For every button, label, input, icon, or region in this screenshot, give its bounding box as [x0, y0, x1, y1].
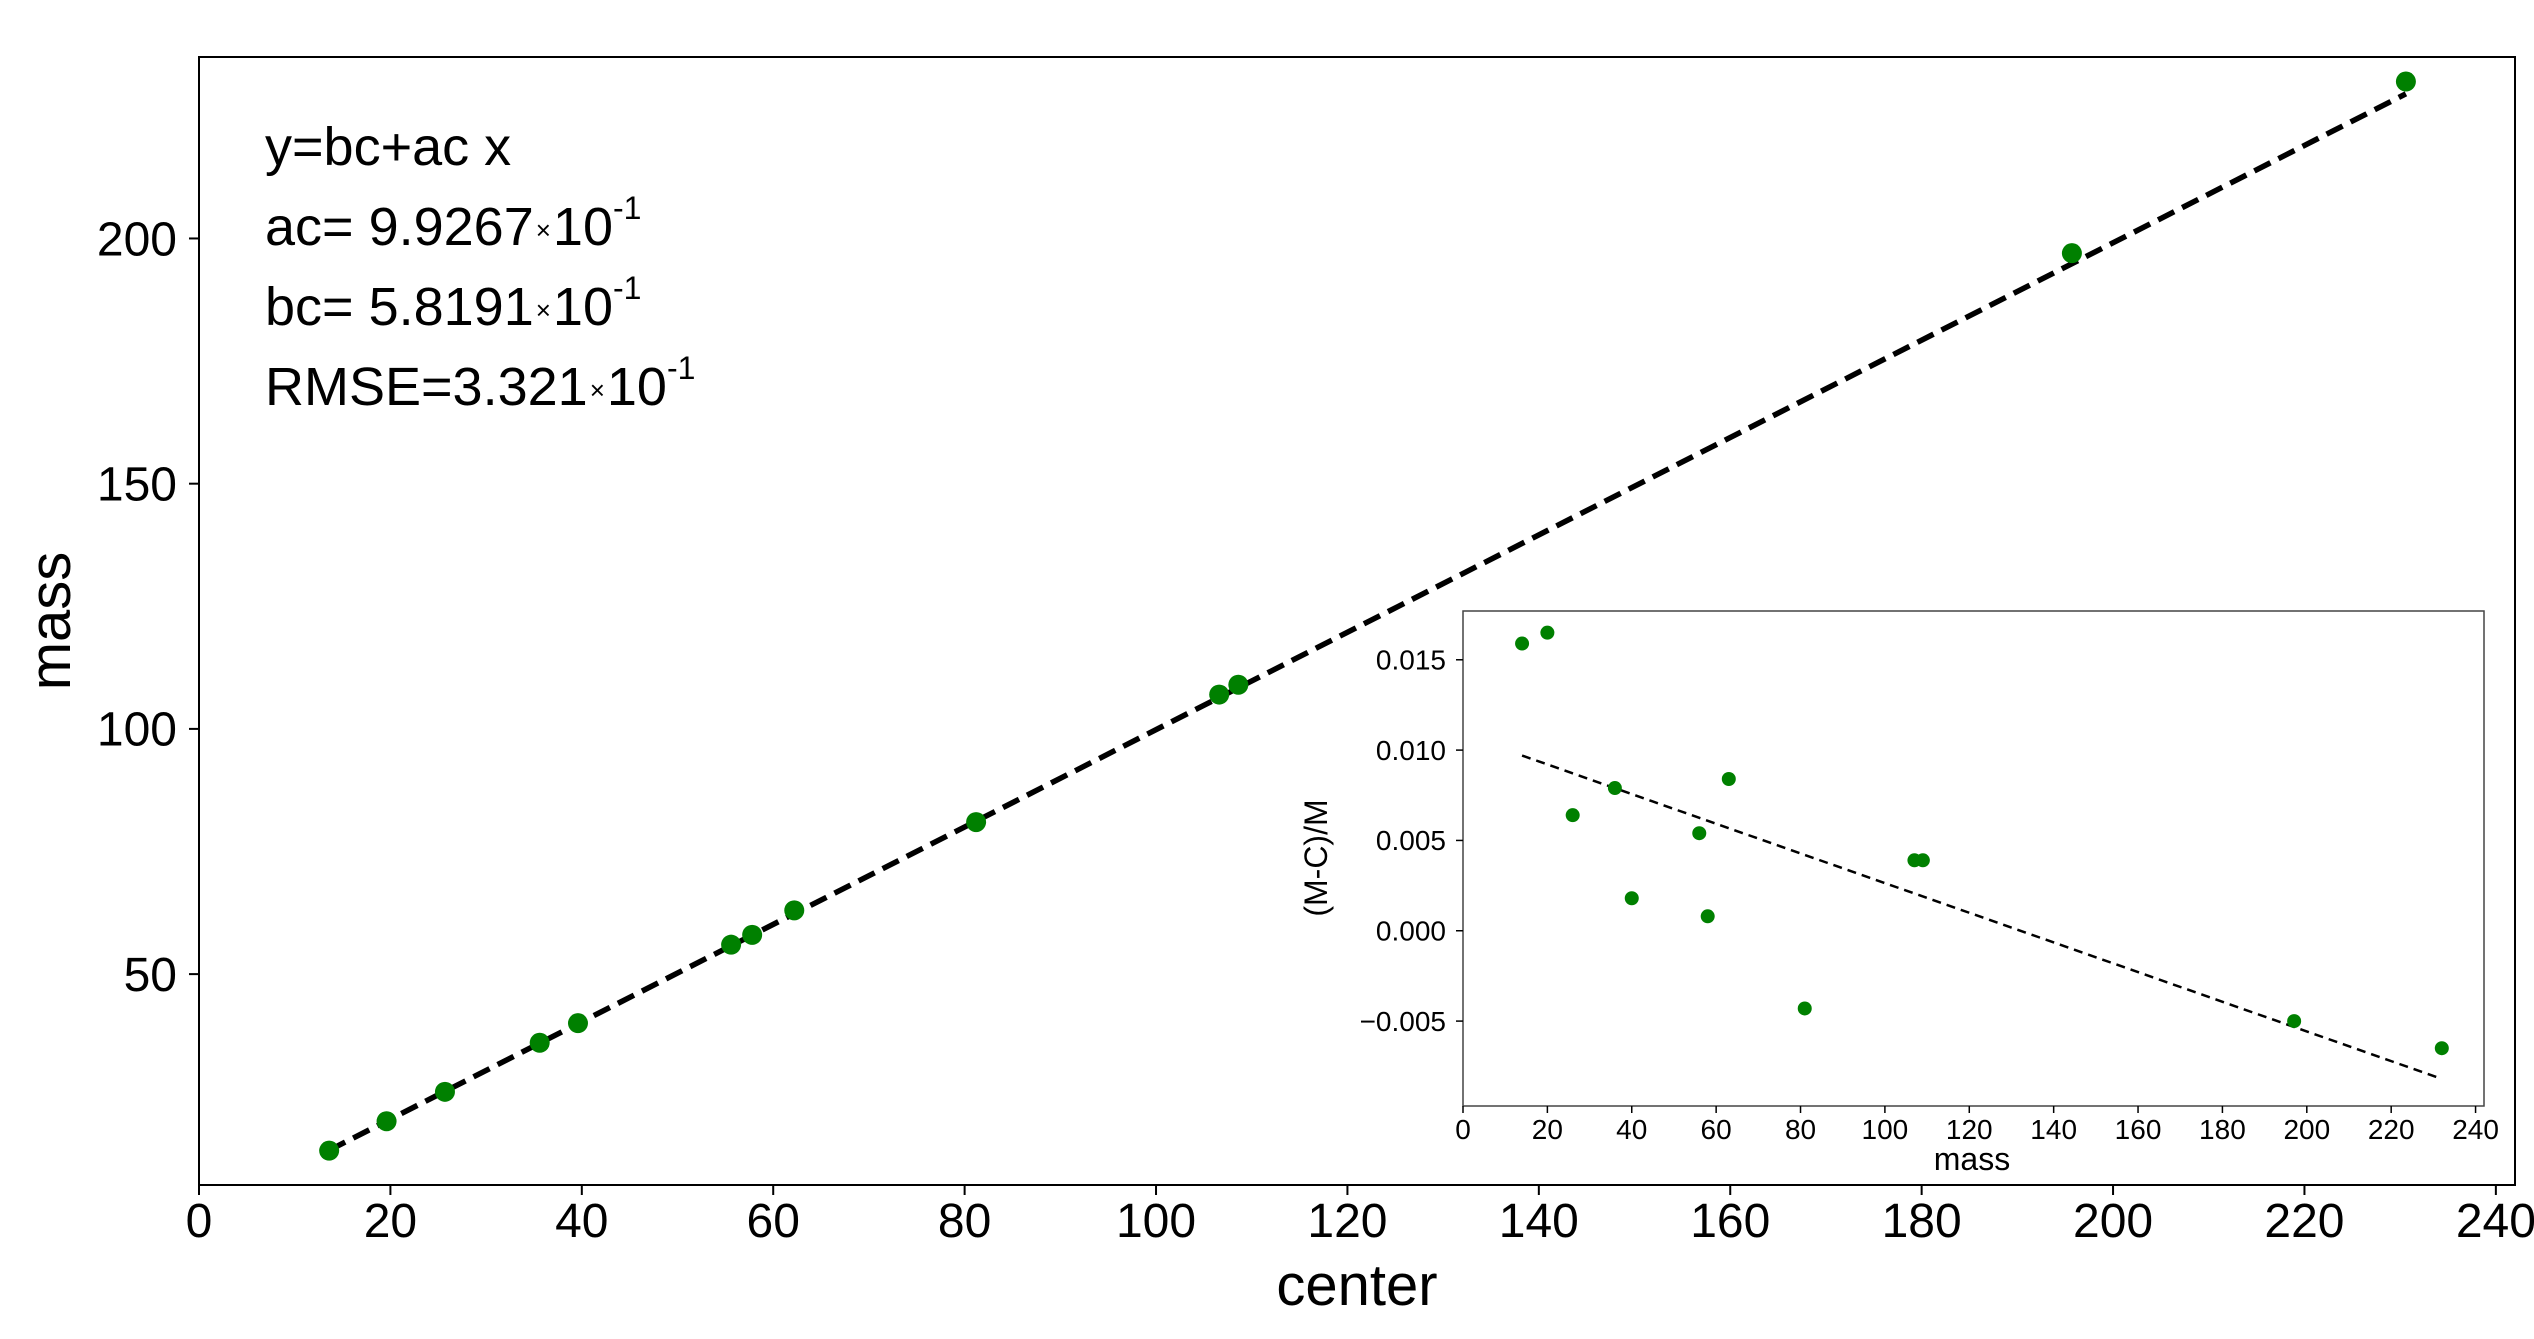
main-x-tick-label: 0 [186, 1195, 213, 1248]
bc-exponent: -1 [613, 270, 641, 306]
main-x-tick-label: 160 [1690, 1195, 1770, 1248]
main-x-tick-label: 100 [1116, 1195, 1196, 1248]
bc-mantissa: bc= 5.8191 [265, 277, 534, 337]
inset-x-ticks: 0 20 40 60 80 100 120 140 160 180 200 220 240 [1455, 1106, 2499, 1145]
inset-x-tick-label: 0 [1455, 1114, 1471, 1145]
ac-value: ac= 9.9267×10-1 [265, 190, 641, 257]
rmse-base: 10 [607, 357, 667, 417]
rmse-value: RMSE=3.321×10-1 [265, 350, 695, 417]
inset-x-tick-label: 180 [2199, 1114, 2246, 1145]
main-data-point [1209, 684, 1230, 705]
main-data-point [966, 812, 987, 833]
rmse-mantissa: RMSE=3.321 [265, 357, 588, 417]
main-data-points [319, 71, 2416, 1161]
main-x-tick-label: 180 [1882, 1195, 1962, 1248]
main-chart: 0 20 40 60 80 100 120 140 160 180 200 220 240 501001… [18, 56, 2534, 1318]
main-data-point [784, 900, 805, 921]
main-x-tick-label: 120 [1307, 1195, 1387, 1248]
main-data-point [721, 934, 742, 955]
inset-x-tick-label: 40 [1616, 1114, 1647, 1145]
main-x-tick-label: 20 [364, 1195, 417, 1248]
main-y-tick-label: 200 [97, 213, 177, 266]
inset-y-tick-label: 0.010 [1376, 735, 1446, 766]
inset-data-point [2434, 1041, 2449, 1056]
inset-data-point [1515, 636, 1530, 651]
inset-y-axis-label: (M-C)/M [1298, 799, 1334, 916]
inset-data-point [1692, 826, 1707, 841]
main-data-point [529, 1032, 550, 1053]
inset-data-point [1700, 909, 1715, 924]
main-x-tick-label: 220 [2264, 1195, 2344, 1248]
main-data-point [742, 924, 763, 945]
main-y-ticks: 50 100 150 200 [97, 213, 199, 1002]
main-x-tick-label: 60 [747, 1195, 800, 1248]
inset-data-point [1624, 891, 1639, 906]
inset-data-point [1607, 781, 1622, 796]
main-x-tick-label: 200 [2073, 1195, 2153, 1248]
rmse-times: × [590, 375, 605, 405]
main-x-tick-label: 40 [555, 1195, 608, 1248]
inset-x-tick-label: 100 [1862, 1114, 1909, 1145]
inset-x-tick-label: 240 [2452, 1114, 2499, 1145]
main-y-tick-label: 150 [97, 458, 177, 511]
main-fit-line-path [327, 91, 2408, 1153]
ac-times: × [536, 215, 551, 245]
bc-value: bc= 5.8191×10-1 [265, 270, 641, 337]
inset-data-points [1515, 625, 2449, 1056]
inset-x-tick-label: 120 [1946, 1114, 1993, 1145]
bc-base: 10 [553, 277, 613, 337]
ac-mantissa: ac= 9.9267 [265, 197, 534, 257]
main-y-tick-label: 100 [97, 704, 177, 757]
rmse-exponent: -1 [667, 350, 695, 386]
main-fit-line [327, 91, 2408, 1153]
inset-data-point [1721, 772, 1736, 787]
inset-x-tick-label: 160 [2115, 1114, 2162, 1145]
inset-x-tick-label: 80 [1785, 1114, 1816, 1145]
inset-x-tick-label: 60 [1701, 1114, 1732, 1145]
inset-data-point [1540, 625, 1555, 640]
inset-y-tick-label: 0.000 [1376, 916, 1446, 947]
main-x-tick-label: 140 [1499, 1195, 1579, 1248]
ac-base: 10 [553, 197, 613, 257]
main-y-axis-label: mass [18, 552, 83, 691]
inset-x-tick-label: 20 [1532, 1114, 1563, 1145]
main-y-tick-label: 50 [124, 949, 177, 1002]
main-x-tick-label: 240 [2456, 1195, 2534, 1248]
main-data-point [2061, 243, 2082, 264]
inset-x-tick-label: 140 [2030, 1114, 2077, 1145]
inset-x-tick-label: 200 [2283, 1114, 2330, 1145]
inset-y-ticks: −0.005 0.000 0.005 0.010 0.015 [1360, 645, 1463, 1037]
main-data-point [319, 1140, 340, 1161]
main-plot-frame [198, 56, 2516, 1186]
inset-y-tick-label: 0.005 [1376, 825, 1446, 856]
main-data-point [1228, 674, 1249, 695]
inset-data-point [1797, 1001, 1812, 1016]
inset-background [1463, 611, 2484, 1106]
main-data-point [2395, 71, 2416, 92]
inset-y-tick-label: −0.005 [1360, 1006, 1446, 1037]
ac-exponent: -1 [613, 190, 641, 226]
equation-line: y=bc+ac x [265, 117, 511, 177]
main-x-ticks: 0 20 40 60 80 100 120 140 160 180 200 220 240 [186, 1185, 2534, 1248]
main-x-tick-label: 80 [938, 1195, 991, 1248]
inset-chart: 0 20 40 60 80 100 120 140 160 180 200 220 240 −0.005… [1298, 610, 2499, 1177]
fit-equation-annotation: y=bc+ac x ac= 9.9267×10-1 bc= 5.8191×10-… [265, 117, 695, 417]
inset-data-point [1915, 853, 1930, 868]
bc-times: × [536, 295, 551, 325]
inset-x-tick-label: 220 [2368, 1114, 2415, 1145]
main-data-point [567, 1013, 588, 1034]
inset-plot-frame [1462, 610, 2485, 1107]
inset-x-axis-label: mass [1934, 1141, 2010, 1177]
inset-y-tick-label: 0.015 [1376, 645, 1446, 676]
main-data-point [376, 1111, 397, 1132]
main-x-axis-label: center [1276, 1253, 1437, 1318]
inset-data-point [1565, 808, 1580, 823]
main-data-point [434, 1081, 455, 1102]
inset-data-point [2287, 1014, 2302, 1029]
